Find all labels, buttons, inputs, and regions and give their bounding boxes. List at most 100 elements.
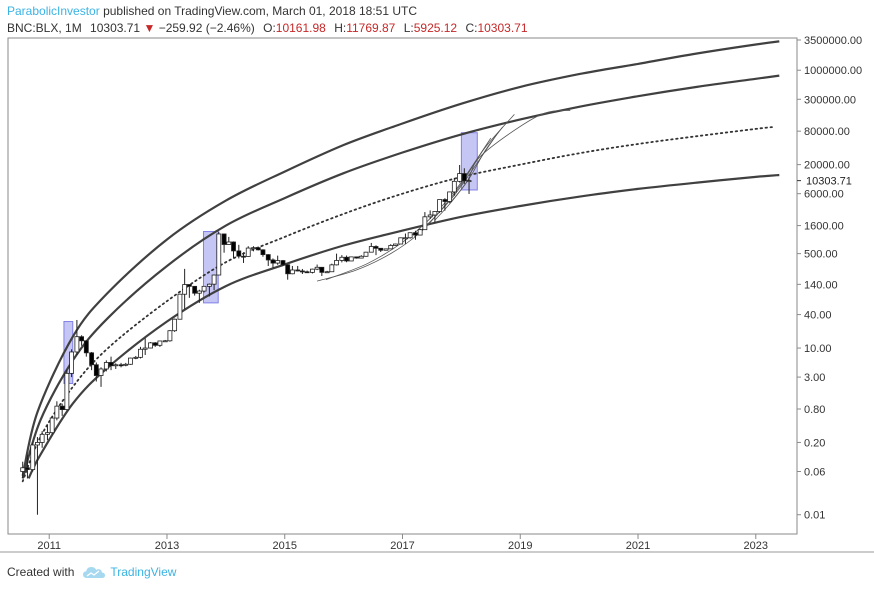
candle[interactable] [393, 243, 398, 246]
candle[interactable] [398, 237, 404, 245]
candle[interactable] [236, 244, 242, 259]
candle[interactable] [319, 266, 325, 276]
candle[interactable] [363, 251, 369, 257]
candle[interactable] [30, 442, 36, 472]
candle[interactable] [20, 461, 26, 479]
candle[interactable] [407, 232, 413, 239]
candle[interactable] [123, 362, 129, 367]
candle[interactable] [35, 437, 40, 515]
candle[interactable] [324, 270, 330, 274]
candle[interactable] [64, 370, 70, 411]
candle[interactable] [231, 241, 236, 258]
candle[interactable] [118, 362, 124, 368]
candle[interactable] [167, 330, 173, 342]
tradingview-cloud-icon[interactable] [82, 565, 106, 579]
candle[interactable] [45, 424, 50, 441]
candle[interactable] [427, 210, 433, 220]
candle[interactable] [270, 258, 276, 269]
candle[interactable] [251, 246, 256, 252]
candle[interactable] [255, 247, 261, 251]
candle[interactable] [245, 246, 251, 257]
candle[interactable] [98, 367, 104, 387]
candle[interactable] [403, 233, 408, 244]
candle[interactable] [79, 335, 85, 346]
candle[interactable] [216, 231, 222, 276]
candle[interactable] [69, 349, 74, 378]
candle[interactable] [162, 339, 168, 343]
candle[interactable] [138, 346, 143, 359]
candle[interactable] [177, 293, 183, 320]
candle[interactable] [54, 401, 60, 421]
candle[interactable] [457, 164, 463, 183]
candle[interactable] [182, 268, 188, 310]
tradingview-link[interactable]: TradingView [110, 565, 177, 579]
candle[interactable] [93, 362, 99, 382]
candle[interactable] [128, 357, 133, 365]
candle[interactable] [103, 360, 109, 372]
candle[interactable] [186, 284, 192, 298]
candle[interactable] [206, 283, 212, 297]
candle[interactable] [348, 256, 354, 262]
candle[interactable] [289, 265, 295, 275]
candle[interactable] [378, 247, 384, 253]
candle[interactable] [59, 403, 65, 416]
candle[interactable] [113, 363, 119, 369]
candle[interactable] [196, 289, 202, 303]
candle[interactable] [280, 259, 286, 266]
candle[interactable] [358, 255, 364, 259]
candle[interactable] [108, 356, 114, 371]
candle[interactable] [432, 211, 438, 223]
candle[interactable] [192, 285, 198, 296]
candle[interactable] [339, 255, 345, 263]
candle[interactable] [329, 263, 335, 273]
candle[interactable] [148, 342, 153, 349]
candle[interactable] [304, 270, 310, 274]
author-name[interactable]: ParabolicInvestor [7, 4, 100, 18]
candle[interactable] [354, 256, 359, 259]
candle[interactable] [383, 248, 389, 251]
candle[interactable] [437, 199, 442, 213]
candle[interactable] [300, 268, 305, 275]
candle[interactable] [295, 265, 301, 272]
candle[interactable] [373, 245, 379, 256]
candle[interactable] [314, 264, 320, 271]
candle[interactable] [39, 431, 45, 448]
candle[interactable] [152, 342, 158, 347]
candle[interactable] [334, 253, 339, 266]
candle[interactable] [461, 168, 467, 184]
candle[interactable] [83, 340, 89, 357]
candle[interactable] [74, 319, 80, 355]
y-tick-label: 0.20 [804, 437, 825, 449]
candle-body [196, 290, 202, 294]
candle[interactable] [413, 230, 418, 240]
candle[interactable] [265, 254, 271, 266]
candle[interactable] [211, 274, 217, 291]
candle[interactable] [275, 255, 281, 265]
candle-body [123, 363, 129, 366]
candle[interactable] [466, 177, 472, 194]
candle[interactable] [142, 338, 148, 355]
candle[interactable] [344, 255, 349, 263]
candle[interactable] [89, 351, 95, 371]
candle[interactable] [201, 285, 207, 293]
candle[interactable] [422, 212, 428, 231]
candle[interactable] [417, 228, 423, 236]
candle[interactable] [133, 355, 139, 360]
candle[interactable] [285, 264, 291, 280]
candle[interactable] [25, 454, 30, 479]
candle[interactable] [157, 340, 163, 347]
candle[interactable] [260, 249, 266, 257]
candle[interactable] [241, 252, 246, 263]
candle[interactable] [221, 233, 227, 253]
candle[interactable] [49, 415, 55, 435]
candle[interactable] [442, 198, 448, 211]
candle[interactable] [451, 177, 457, 196]
candle[interactable] [447, 191, 453, 203]
candle[interactable] [388, 244, 394, 250]
candle-body [108, 362, 114, 367]
candle[interactable] [226, 236, 232, 245]
candle[interactable] [172, 318, 178, 332]
candle[interactable] [310, 268, 315, 274]
candle[interactable] [368, 242, 374, 253]
